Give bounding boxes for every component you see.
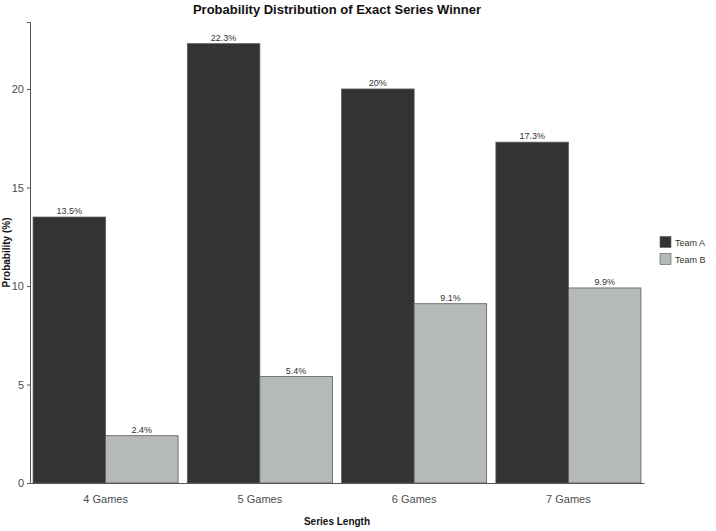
y-axis-title: Probability (%) (1, 217, 12, 287)
data-label: 2.4% (132, 425, 153, 435)
y-tick: 5 (18, 379, 30, 391)
data-label: 9.1% (440, 293, 461, 303)
x-tick-label: 4 Games (83, 493, 128, 505)
x-axis-title: Series Length (304, 516, 370, 527)
bar (414, 304, 487, 483)
legend: Team A Team B (660, 237, 706, 265)
data-label: 9.9% (594, 277, 615, 287)
bars (33, 44, 641, 483)
y-tick: 20 (12, 83, 30, 95)
data-label: 13.5% (57, 206, 83, 216)
y-tick-mark (27, 89, 30, 90)
x-tick-label: 6 Games (392, 493, 437, 505)
y-tick-label: 5 (18, 379, 24, 391)
bar (187, 44, 260, 483)
x-tick: 6 Games (392, 483, 437, 505)
data-labels: 13.5% 22.3% 20% 17.3% 2.4% 5.4% 9.1% 9.9% (57, 33, 615, 435)
y-tick-label: 10 (12, 280, 24, 292)
x-axis: 4 Games 5 Games 6 Games 7 Games (31, 483, 645, 505)
y-axis: 0 5 10 15 20 (12, 23, 31, 490)
y-tick-mark (27, 286, 30, 287)
legend-label: Team A (675, 238, 705, 248)
data-label: 20% (369, 78, 387, 88)
legend-swatch (660, 237, 671, 248)
y-tick-label: 15 (12, 182, 24, 194)
y-tick-label: 20 (12, 83, 24, 95)
bar (496, 142, 569, 483)
data-label: 17.3% (519, 131, 545, 141)
legend-label: Team B (675, 255, 706, 265)
x-tick: 7 Games (546, 483, 591, 505)
y-axis-line (27, 23, 31, 484)
bar (568, 288, 641, 483)
x-tick-label: 5 Games (238, 493, 283, 505)
x-tick-label: 7 Games (546, 493, 591, 505)
y-tick: 15 (12, 182, 30, 194)
legend-item: Team A (660, 237, 705, 248)
y-tick: 0 (18, 477, 30, 489)
bar (260, 377, 333, 483)
y-tick-label: 0 (18, 477, 24, 489)
y-tick-mark (27, 187, 30, 188)
bar (342, 89, 415, 483)
x-tick: 4 Games (83, 483, 128, 505)
title: Probability Distribution of Exact Series… (193, 2, 481, 17)
data-label: 22.3% (211, 33, 237, 43)
chart-svg: 13.5% 22.3% 20% 17.3% 2.4% 5.4% 9.1% 9.9% 0 5 10 15… (0, 0, 716, 531)
x-tick: 5 Games (238, 483, 283, 505)
x-axis-line (31, 483, 645, 484)
legend-item: Team B (660, 254, 706, 265)
bar (33, 217, 106, 483)
legend-swatch (660, 254, 671, 265)
y-tick: 10 (12, 280, 30, 292)
bar (106, 436, 179, 483)
y-tick-mark (27, 384, 30, 385)
y-tick-mark (27, 483, 30, 484)
data-label: 5.4% (286, 366, 307, 376)
